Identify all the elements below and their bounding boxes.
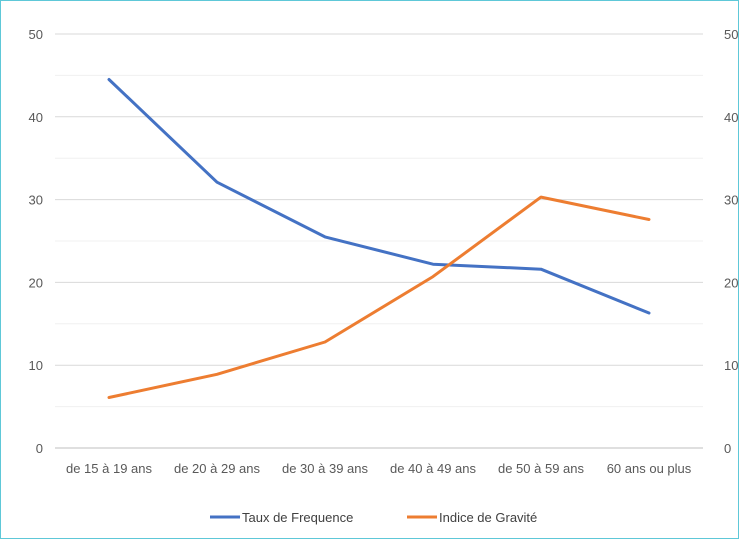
y-tick-label-left: 10: [29, 358, 43, 373]
y-tick-label-right: 20: [724, 275, 738, 290]
x-tick-label: de 30 à 39 ans: [282, 461, 369, 476]
y-tick-label-right: 30: [724, 193, 738, 208]
x-tick-label: de 15 à 19 ans: [66, 461, 153, 476]
x-axis: de 15 à 19 ans de 20 à 29 ans de 30 à 39 a…: [66, 461, 692, 476]
x-tick-label: de 20 à 29 ans: [174, 461, 261, 476]
y-tick-label-right: 0: [724, 441, 731, 456]
y-tick-label-left: 50: [29, 27, 43, 42]
y-tick-label-right: 50: [724, 27, 738, 42]
y-tick-label-left: 40: [29, 110, 43, 125]
legend: Taux de Frequence Indice de Gravité: [210, 510, 537, 525]
y-tick-label-left: 20: [29, 275, 43, 290]
y-tick-label-left: 30: [29, 193, 43, 208]
gridlines: [55, 33, 703, 449]
x-tick-label: de 40 à 49 ans: [390, 461, 477, 476]
y-tick-label-right: 40: [724, 110, 738, 125]
legend-label: Taux de Frequence: [242, 510, 353, 525]
y-tick-label-left: 0: [36, 441, 43, 456]
y-axis-right: 0 10 20 30 40 50: [724, 27, 738, 456]
series-line-0: [107, 78, 651, 315]
x-tick-label: de 50 à 59 ans: [498, 461, 585, 476]
x-tick-label: 60 ans ou plus: [607, 461, 692, 476]
y-axis-left: 0 10 20 30 40 50: [29, 27, 43, 456]
series-line-1: [107, 195, 651, 399]
y-tick-label-right: 10: [724, 358, 738, 373]
legend-label: Indice de Gravité: [439, 510, 537, 525]
plot-series: [107, 78, 651, 399]
